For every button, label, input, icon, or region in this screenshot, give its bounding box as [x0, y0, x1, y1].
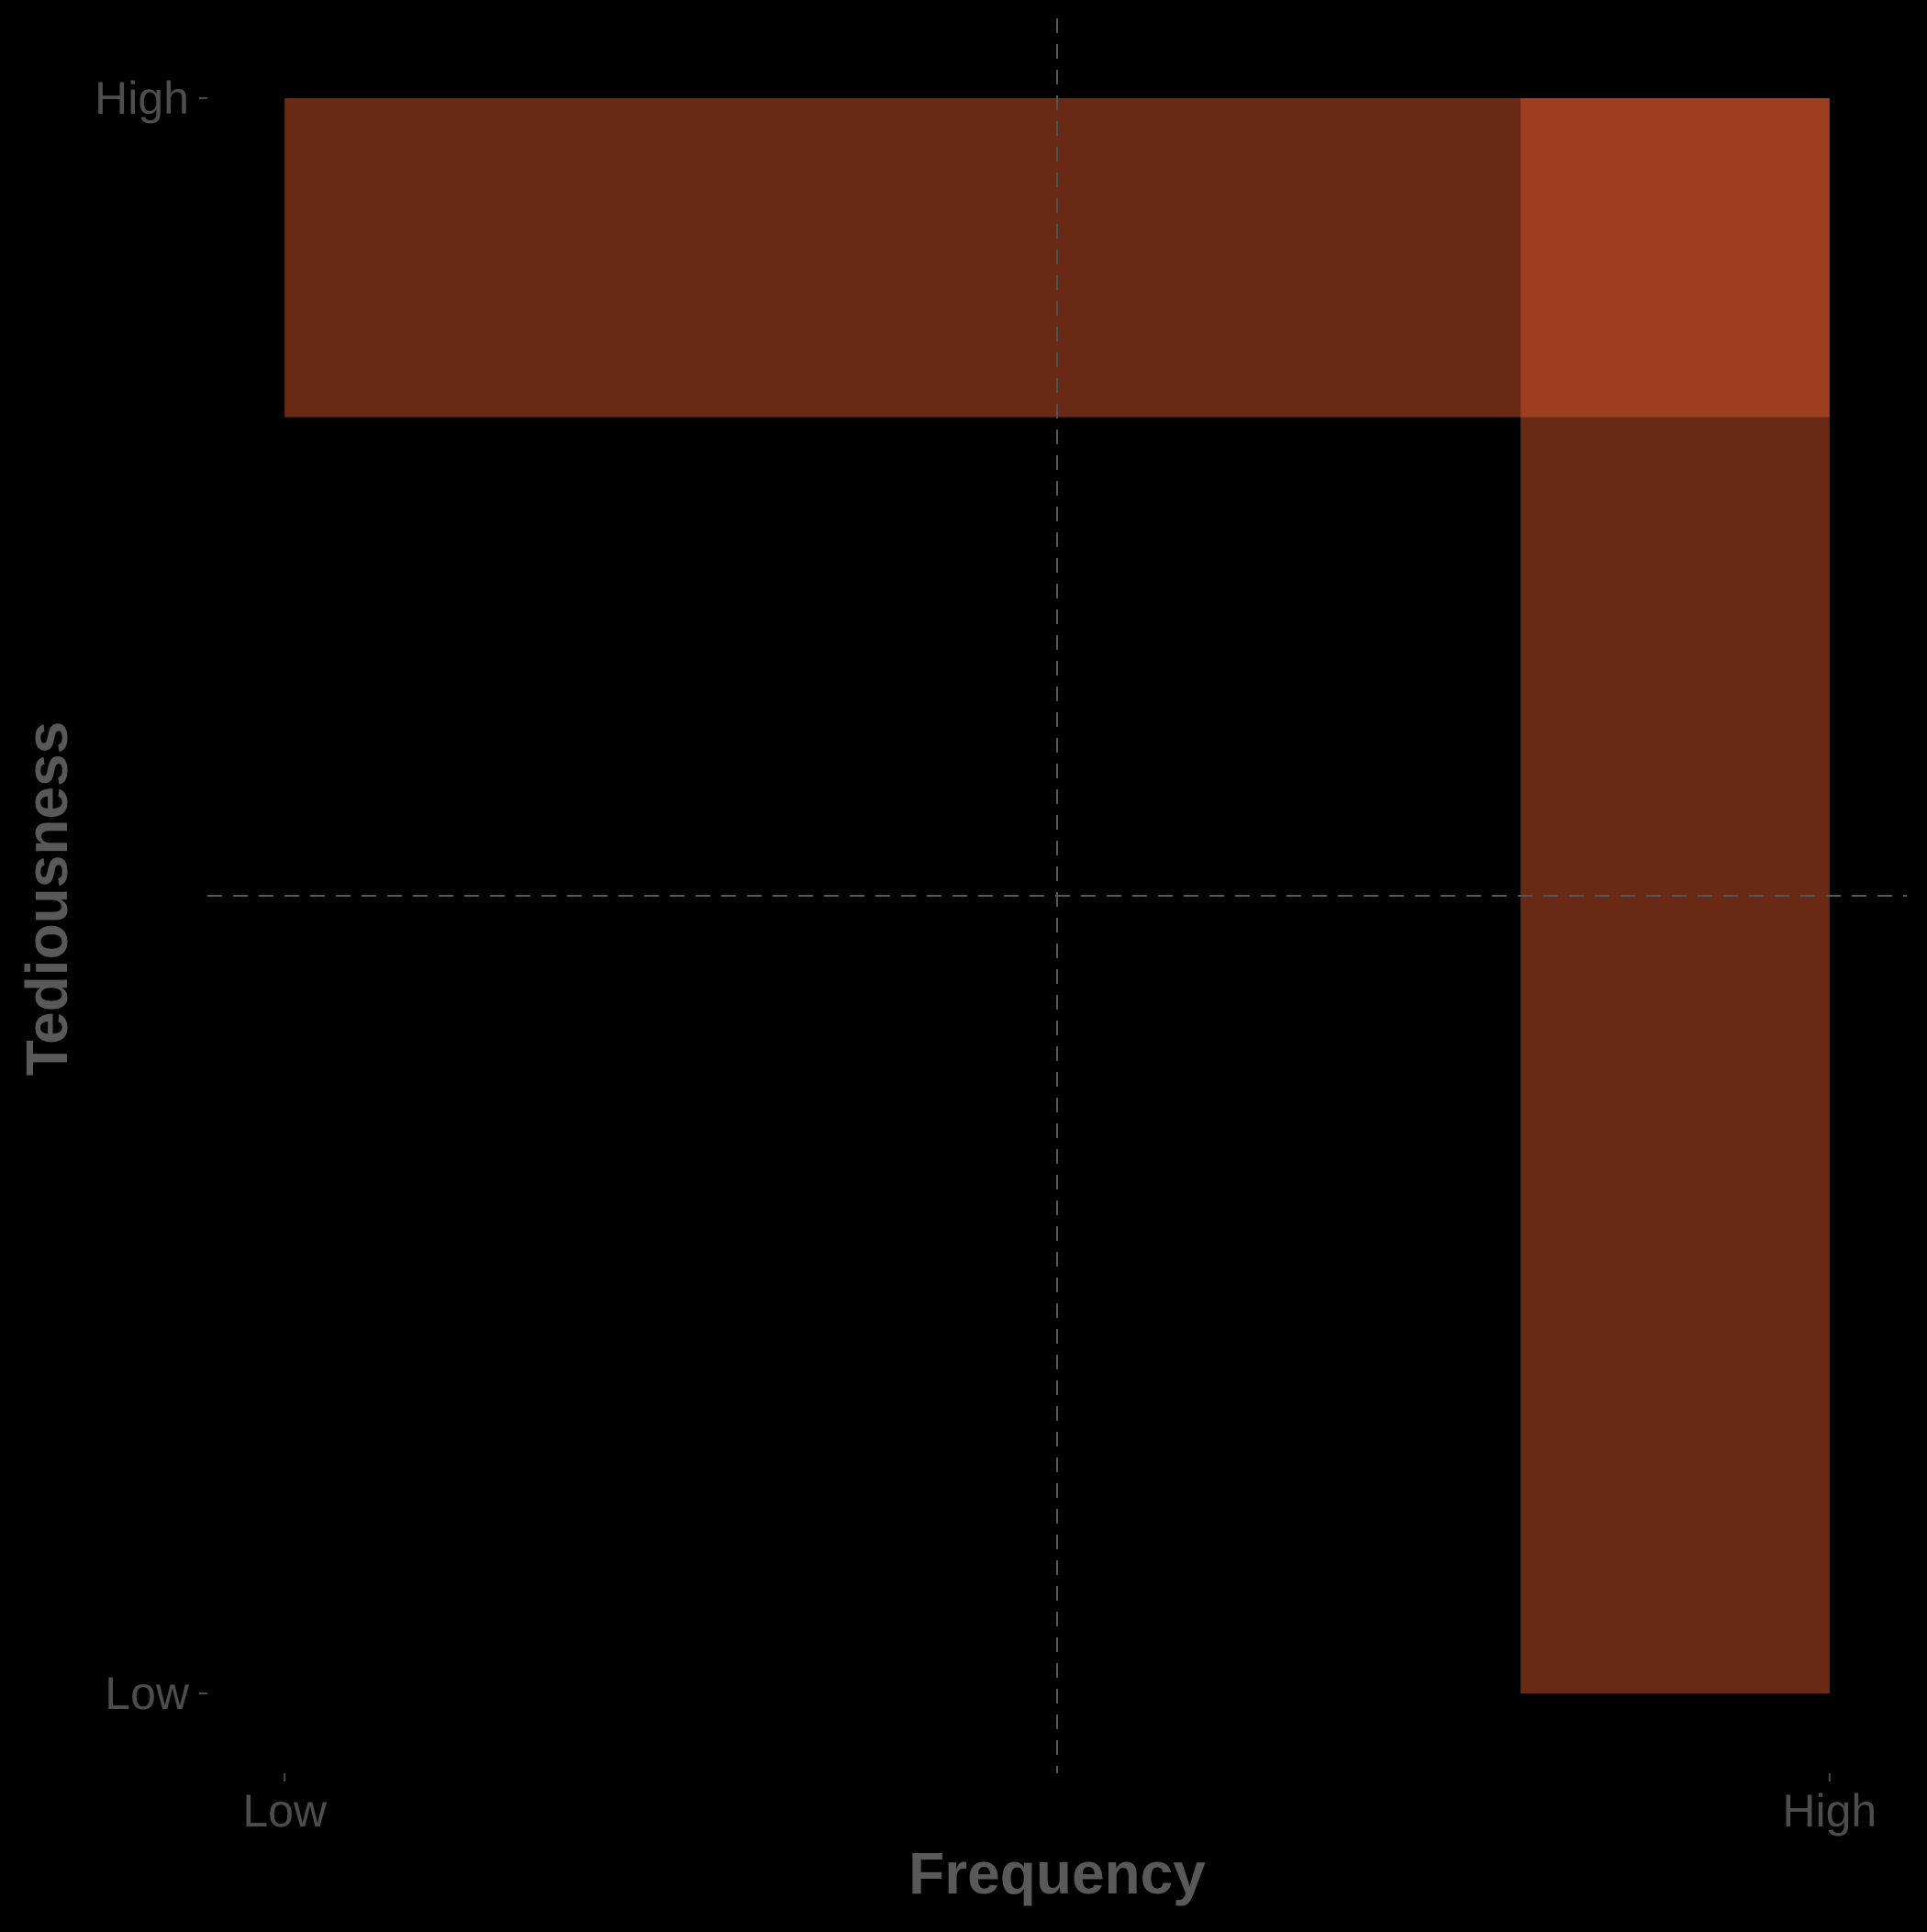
reference-lines	[207, 18, 1907, 1773]
axis-ticks: Low High Low High	[95, 73, 1877, 1837]
x-axis-title: Frequency	[908, 1840, 1206, 1906]
x-tick-label-0: Low	[242, 1785, 328, 1837]
y-tick-label-0: Low	[105, 1668, 190, 1719]
y-tick-label-1: High	[95, 73, 189, 124]
x-tick-label-1: High	[1782, 1785, 1877, 1837]
y-axis-title: Tediousness	[14, 721, 80, 1076]
